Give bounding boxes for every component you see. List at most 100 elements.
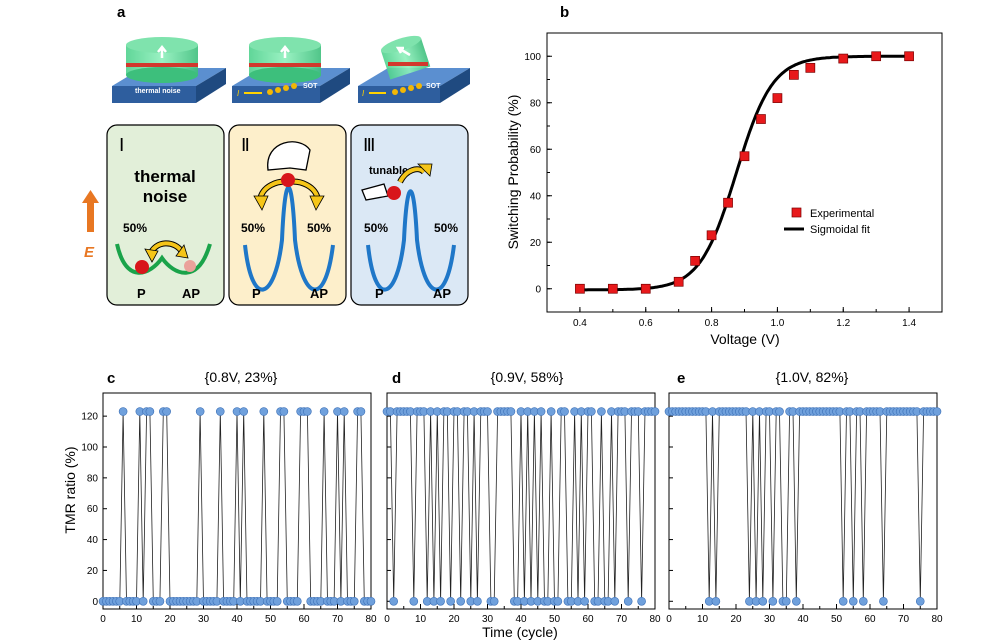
trace-xtick-label: 40 [797,614,809,625]
regime-3-energy-curve [366,189,456,292]
experimental-point [640,283,651,294]
regime-2-left-percent: 50% [241,221,265,235]
tmr-ylabel: TMR ratio (%) [62,446,78,533]
energy-axis-label: E [84,244,95,261]
tmr-point [279,407,289,416]
panel-label-a: a [117,4,126,21]
trace-frame [668,392,938,610]
trace-xtick-label: 50 [549,614,561,625]
trace-xtick-label: 70 [898,614,910,625]
tmr-point [138,596,148,606]
trace-xtick-label: 0 [100,614,106,625]
thermal-noise-caption: thermal noise [135,88,181,95]
regime-3-box: Ⅲ tunable 50% 50% P AP [350,124,469,306]
trace-xtick-label: 30 [198,614,210,625]
regime-1-title-line2: noise [143,187,187,206]
tmr-point [597,407,606,416]
tmr-point [546,407,556,416]
tmr-point [879,596,888,606]
tmr-point [162,407,171,416]
regime-1-ap-label: AP [182,286,200,301]
tmr-point [389,596,399,606]
b-ytick-label: 0 [535,284,541,295]
experimental-point [789,69,799,80]
regime-1-numeral: Ⅰ [119,135,124,155]
b-xtick-label: 1.2 [836,318,850,329]
tmr-point [366,596,376,606]
tmr-point [838,596,848,606]
tmr-point [473,596,482,606]
tmr-point [319,407,329,416]
trace-xtick-label: 40 [231,614,243,625]
tmr-point [791,596,801,606]
b-legend: Experimental Sigmoidal fit [784,207,874,236]
regime-3-tunable-label: tunable [369,165,408,177]
trace-ytick-label: 100 [81,443,98,454]
trace-xtick-label: 80 [931,614,943,625]
trace-ytick-label: 40 [87,535,99,546]
regime-2-numeral: Ⅱ [241,135,250,155]
tmr-point [560,407,569,416]
red-ball-icon [281,173,295,187]
tmr-trace-line [387,411,655,602]
trace-xtick-label: 10 [415,614,427,625]
tmr-point [339,407,349,416]
trace-xtick-label: 50 [265,614,277,625]
trace-xtick-label: 10 [131,614,143,625]
tmr-point [758,596,768,606]
experimental-point [706,230,717,241]
tmr-point [349,596,359,606]
experimental-point [607,283,618,294]
tmr-trace-line [669,411,937,602]
tmr-point [587,407,596,416]
tmr-point [489,596,499,606]
sot-caption-2: SOT [303,83,318,90]
trace-xtick-label: 0 [384,614,390,625]
switching-probability-chart: 0.4 0.6 0.8 1.0 1.2 1.4 0 20 40 60 80 100 Voltage (… [505,32,943,347]
regime-2-box: Ⅱ 50% 50% P AP [228,124,347,306]
tmr-point [580,596,589,606]
tmr-point [553,596,563,606]
regime-2-p-label: P [252,286,261,301]
tmr-point [145,407,155,416]
b-xtick-label: 0.8 [705,318,719,329]
regime-1-box: Ⅰ thermal noise 50% P AP [106,124,225,306]
tmr-point [610,596,620,606]
trace-xtick-label: 20 [730,614,742,625]
legend-label-sigmoidal: Sigmoidal fit [810,224,870,236]
panel-label-c: c [107,370,115,387]
tmr-trace-d: 0 10 20 30 40 50 60 70 80 [382,392,661,625]
panel-label-b: b [560,4,569,21]
device-schematic-3: I SOT [358,35,470,103]
experimental-point [723,197,733,208]
b-ytick-label: 20 [530,238,542,249]
tmr-point [623,596,633,606]
experimental-point [772,93,783,103]
regime-3-left-percent: 50% [364,221,388,235]
tmr-point [768,596,778,606]
regime-3-numeral: Ⅲ [363,135,375,155]
b-xtick-label: 1.4 [902,318,916,329]
panel-label-e: e [677,370,685,387]
experimental-point [871,51,882,62]
experimental-point [739,151,750,162]
c-title: {0.8V, 23%} [205,369,278,385]
tmr-point [781,596,791,606]
tmr-point [536,407,546,416]
tmr-point [356,407,366,416]
tmr-point [292,596,302,606]
current-label-3: I [362,89,365,98]
legend-label-experimental: Experimental [810,208,874,220]
trace-xtick-label: 0 [666,614,672,625]
tmr-point [858,596,868,606]
hand-pointer-icon [267,141,311,171]
trace-xtick-label: 30 [764,614,776,625]
experimental-point [575,283,585,294]
experimental-point [904,51,914,62]
tmr-point [456,596,466,606]
tmr-point [446,596,455,606]
regime-1-left-percent: 50% [123,221,147,235]
regime-1-p-label: P [137,286,146,301]
tmr-point [272,596,282,606]
